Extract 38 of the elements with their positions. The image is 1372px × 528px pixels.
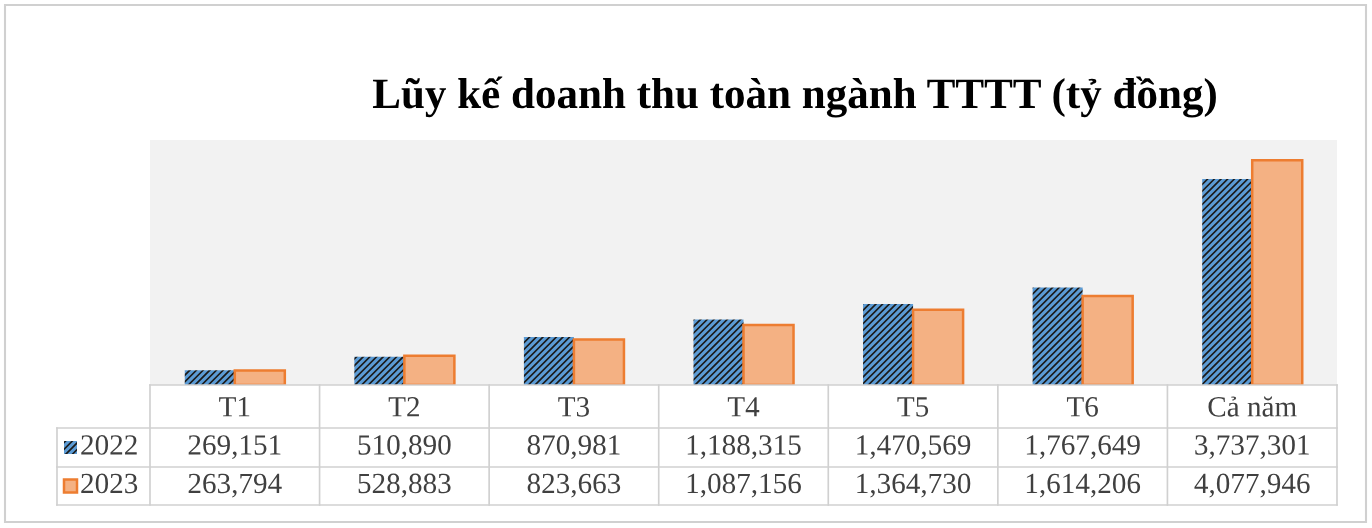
bar [693, 319, 744, 385]
x-tick-label: T6 [1066, 397, 1098, 417]
data-label: 269,151 [188, 435, 281, 459]
data-label: 1,767,649 [1026, 435, 1140, 459]
bar [354, 356, 405, 385]
legend-label: 2022 [81, 435, 137, 455]
data-label: 1,470,569 [857, 435, 971, 459]
data-label: 528,883 [358, 473, 451, 498]
data-label: 263,794 [188, 473, 282, 498]
data-label: 3,737,301 [1195, 435, 1309, 459]
data-label: 4,077,946 [1194, 473, 1310, 498]
chart-title: Lũy kế doanh thu toàn ngành TTTT (tỷ đồng) [372, 76, 1216, 118]
bar [1250, 158, 1304, 385]
data-label: 1,364,730 [857, 473, 971, 498]
bar [1202, 179, 1253, 385]
bar [863, 303, 914, 385]
data-label: 1,087,156 [687, 473, 801, 498]
data-label: 870,981 [527, 435, 620, 459]
x-tick-label: T5 [897, 397, 929, 417]
x-tick-label: T4 [727, 397, 760, 417]
data-label: 510,890 [358, 435, 451, 459]
bar [911, 308, 965, 385]
bar [1032, 287, 1083, 385]
x-tick-label: T1 [219, 397, 250, 417]
data-label: 1,188,315 [687, 435, 801, 459]
bar [523, 336, 574, 385]
x-tick-label: T2 [388, 397, 419, 417]
data-label: 823,663 [527, 473, 621, 498]
bar [403, 354, 456, 385]
bar [572, 338, 626, 385]
x-tick-label: Cả năm [1208, 396, 1297, 417]
legend-label: 2023 [81, 473, 138, 494]
data-label: 1,614,206 [1026, 473, 1141, 498]
bar [742, 323, 795, 385]
x-tick-label: T3 [558, 397, 589, 417]
bar [233, 369, 287, 385]
bar [1081, 294, 1134, 385]
bar [184, 370, 235, 385]
